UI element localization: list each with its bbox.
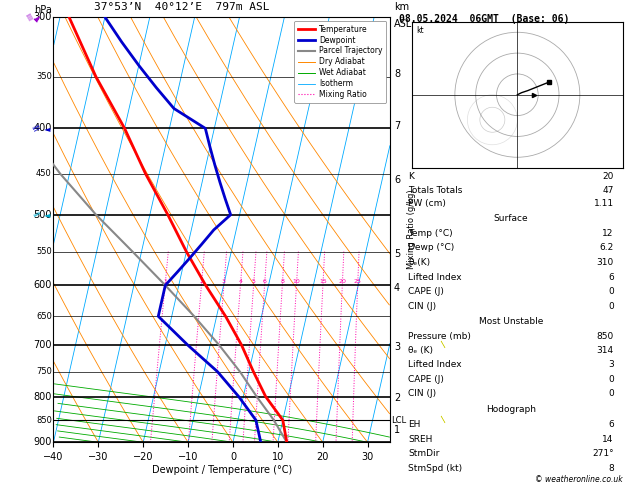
Text: StmDir: StmDir [408,450,440,458]
Text: II: II [30,210,40,219]
Text: I: I [440,340,447,350]
Text: 5: 5 [252,279,255,284]
Text: ►: ► [31,11,44,23]
Text: 47: 47 [603,186,614,195]
Text: 7: 7 [394,122,400,131]
Text: Lifted Index: Lifted Index [408,361,462,369]
Text: 3: 3 [394,342,400,352]
Text: 12: 12 [603,229,614,238]
Text: 500: 500 [33,210,52,220]
Text: I: I [440,415,447,425]
Text: 400: 400 [33,123,52,133]
Text: 300: 300 [33,12,52,22]
Text: hPa: hPa [34,5,52,15]
Text: Dewp (°C): Dewp (°C) [408,243,455,252]
Text: 15: 15 [319,279,326,284]
Text: 3: 3 [222,279,226,284]
Text: Most Unstable: Most Unstable [479,317,543,326]
Text: 600: 600 [33,280,52,290]
Text: 700: 700 [33,340,52,350]
Text: LCL: LCL [391,416,406,425]
Text: 3: 3 [608,361,614,369]
Text: 850: 850 [36,416,52,425]
Text: km: km [394,2,409,12]
Text: 350: 350 [36,72,52,81]
Text: 0: 0 [608,287,614,296]
Text: 8: 8 [394,69,400,79]
Text: Hodograph: Hodograph [486,405,536,414]
Text: Temp (°C): Temp (°C) [408,229,453,238]
Text: 6.2: 6.2 [599,243,614,252]
Text: 800: 800 [33,392,52,401]
Text: Mixing Ratio (g/kg): Mixing Ratio (g/kg) [408,190,416,269]
Text: 0: 0 [608,389,614,398]
Legend: Temperature, Dewpoint, Parcel Trajectory, Dry Adiabat, Wet Adiabat, Isotherm, Mi: Temperature, Dewpoint, Parcel Trajectory… [294,21,386,103]
Text: Surface: Surface [494,214,528,223]
Text: 10: 10 [292,279,300,284]
Text: 310: 310 [596,258,614,267]
Text: EH: EH [408,420,421,429]
Text: ASL: ASL [394,19,412,29]
Text: 6: 6 [262,279,267,284]
Text: K: K [408,173,415,181]
Text: 8: 8 [608,464,614,473]
Text: © weatheronline.co.uk: © weatheronline.co.uk [535,474,623,484]
Text: CIN (J): CIN (J) [408,302,437,311]
Text: ◄: ◄ [44,210,50,219]
Text: 1: 1 [394,425,400,435]
Text: III: III [29,123,40,134]
Text: 550: 550 [36,247,52,256]
Text: 20: 20 [603,173,614,181]
Text: CAPE (J): CAPE (J) [408,287,444,296]
Text: 20: 20 [338,279,346,284]
Text: 0: 0 [608,302,614,311]
Text: CIN (J): CIN (J) [408,389,437,398]
Text: 450: 450 [36,170,52,178]
Text: 6: 6 [608,273,614,281]
Text: PW (cm): PW (cm) [408,199,446,208]
Text: SREH: SREH [408,434,433,444]
Text: 2: 2 [394,393,400,402]
Text: ◄: ◄ [44,124,50,133]
Text: θₑ (K): θₑ (K) [408,346,433,355]
Text: 750: 750 [36,367,52,376]
Text: 4: 4 [238,279,242,284]
Text: 5: 5 [394,249,400,259]
Text: 4: 4 [394,283,400,293]
Text: 37°53’N  40°12’E  797m ASL: 37°53’N 40°12’E 797m ASL [94,2,269,12]
Text: Totals Totals: Totals Totals [408,186,463,195]
Text: kt: kt [416,26,424,35]
Text: 8: 8 [281,279,284,284]
Text: 900: 900 [33,437,52,447]
Text: 850: 850 [596,331,614,341]
Text: 6: 6 [394,175,400,185]
Text: 2: 2 [199,279,203,284]
Text: 271°: 271° [592,450,614,458]
Text: 08.05.2024  06GMT  (Base: 06): 08.05.2024 06GMT (Base: 06) [399,14,570,24]
Text: 314: 314 [597,346,614,355]
Text: 1.11: 1.11 [594,199,614,208]
Text: IIII: IIII [24,12,33,22]
Text: 6: 6 [608,420,614,429]
Text: θₑ(K): θₑ(K) [408,258,430,267]
Text: 25: 25 [353,279,362,284]
Text: Lifted Index: Lifted Index [408,273,462,281]
Text: 650: 650 [36,312,52,321]
X-axis label: Dewpoint / Temperature (°C): Dewpoint / Temperature (°C) [152,465,292,475]
Text: 0: 0 [608,375,614,384]
Text: CAPE (J): CAPE (J) [408,375,444,384]
Text: 1: 1 [163,279,167,284]
Text: 14: 14 [603,434,614,444]
Text: StmSpd (kt): StmSpd (kt) [408,464,462,473]
Text: Pressure (mb): Pressure (mb) [408,331,471,341]
